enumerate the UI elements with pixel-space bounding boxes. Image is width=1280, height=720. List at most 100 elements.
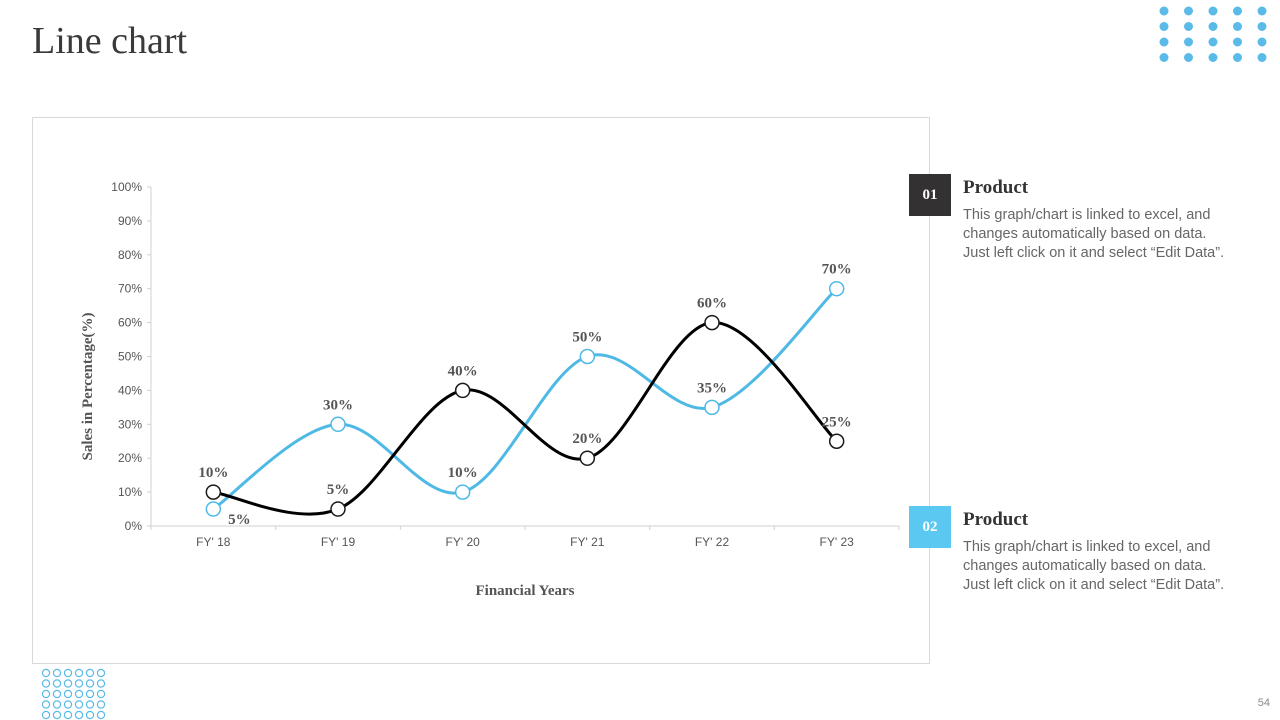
data-point-series-1[interactable] — [454, 382, 471, 399]
data-point-series-1[interactable] — [205, 484, 222, 500]
data-point-series-2[interactable] — [704, 399, 720, 416]
decorative-dot — [1159, 6, 1169, 16]
page-number: 54 — [1257, 697, 1270, 709]
decorative-ring — [74, 700, 84, 709]
x-tick-label: FY' 23 — [820, 535, 855, 549]
decorative-ring — [63, 689, 73, 699]
decorative-dot — [1208, 53, 1218, 62]
decorative-ring — [52, 700, 62, 709]
decorative-ring — [96, 689, 106, 699]
decorative-dot — [1208, 37, 1218, 47]
decorative-ring — [52, 689, 62, 699]
data-point-series-2[interactable] — [828, 280, 845, 297]
data-label-series-2: 30% — [323, 397, 353, 413]
y-tick-label: 50% — [118, 350, 142, 364]
decorative-dot — [1159, 53, 1169, 62]
data-label-series-2: 50% — [572, 330, 602, 346]
y-tick-label: 10% — [118, 485, 142, 499]
decorative-dot — [1184, 37, 1193, 47]
decorative-ring — [52, 679, 62, 688]
decorative-dot — [1233, 37, 1242, 47]
decorative-dot — [1208, 22, 1218, 31]
data-point-series-1[interactable] — [330, 501, 346, 517]
y-tick-label: 0% — [125, 519, 143, 533]
chart-frame[interactable]: 0% 10% 20% 30% 40% 50% 60% 70% 80% 90% 100% FY' 18 F… — [32, 117, 930, 664]
x-axis-title: Financial Years — [475, 583, 574, 599]
legend-description-line: Just left click on it and select “Edit D… — [963, 245, 1225, 261]
decorative-dot — [1257, 6, 1267, 16]
decorative-dot — [1233, 22, 1242, 31]
data-label-series-2: 10% — [448, 465, 478, 481]
data-label-series-1: 5% — [327, 482, 350, 498]
legend-badge-01: 01 — [909, 174, 951, 216]
data-point-series-2[interactable] — [454, 484, 471, 500]
y-tick-label: 30% — [118, 417, 142, 431]
decorative-ring — [63, 700, 73, 709]
decorative-ring — [63, 710, 73, 720]
legend-title: Product — [963, 509, 1029, 530]
decorative-ring — [85, 689, 95, 699]
y-tick-label: 70% — [118, 282, 142, 296]
decorative-dot — [1233, 6, 1242, 16]
data-point-series-2[interactable] — [205, 501, 222, 517]
data-point-series-2[interactable] — [330, 416, 346, 433]
legend-description: This graph/chart is linked to excel, and… — [963, 538, 1273, 595]
decorative-ring — [41, 679, 51, 688]
decorative-dot — [1208, 6, 1218, 16]
decorative-ring — [96, 710, 106, 720]
decorative-dot — [1184, 22, 1193, 31]
legend-item-product-1: 01 Product This graph/chart is linked to… — [909, 174, 1269, 274]
page-title: Line chart — [32, 20, 188, 62]
data-label-series-2: 5% — [228, 512, 251, 528]
data-label-series-2: 35% — [697, 380, 727, 396]
decorative-ring — [74, 710, 84, 720]
decorative-ring — [85, 679, 95, 688]
decorative-ring — [41, 710, 51, 720]
decorative-ring — [85, 668, 95, 678]
decorative-ring — [74, 679, 84, 688]
data-label-series-1: 40% — [448, 363, 478, 379]
decorative-dot — [1159, 22, 1169, 31]
decorative-ring — [41, 689, 51, 699]
decorative-dot — [1184, 6, 1193, 16]
data-label-series-1: 10% — [198, 465, 228, 481]
series-line-2 — [211, 287, 839, 511]
decorative-ring — [85, 700, 95, 709]
legend-badge-02: 02 — [909, 506, 951, 548]
data-point-series-2[interactable] — [579, 348, 596, 365]
y-tick-label: 60% — [118, 316, 142, 330]
data-label-series-2: 70% — [822, 262, 852, 278]
decorative-dot — [1184, 53, 1193, 62]
y-tick-label: 40% — [118, 383, 142, 397]
legend-description-line: This graph/chart is linked to excel, and — [963, 539, 1211, 555]
decorative-ring — [52, 668, 62, 678]
legend-description-line: Just left click on it and select “Edit D… — [963, 577, 1225, 593]
data-point-series-1[interactable] — [828, 433, 845, 449]
x-tick-label: FY' 22 — [695, 535, 730, 549]
decorative-ring — [41, 700, 51, 709]
x-tick-label: FY' 20 — [446, 535, 481, 549]
data-label-series-1: 20% — [572, 431, 602, 447]
decorative-dot — [1257, 53, 1267, 62]
decorative-ring — [96, 679, 106, 688]
data-label-series-1: 25% — [822, 414, 852, 430]
x-tick-label: FY' 18 — [196, 535, 231, 549]
data-point-series-1[interactable] — [579, 450, 596, 466]
decorative-ring — [52, 710, 62, 720]
legend-description: This graph/chart is linked to excel, and… — [963, 206, 1273, 263]
series-line-1 — [211, 321, 839, 516]
line-chart: 0% 10% 20% 30% 40% 50% 60% 70% 80% 90% 100% FY' 18 F… — [80, 180, 900, 599]
data-point-series-1[interactable] — [704, 314, 720, 331]
y-axis-title: Sales in Percentage(%) — [80, 312, 96, 460]
decorative-dot — [1233, 53, 1242, 62]
decorative-dot — [1159, 37, 1169, 47]
y-tick-label: 80% — [118, 248, 142, 262]
y-tick-label: 100% — [111, 180, 142, 194]
legend-description-line: This graph/chart is linked to excel, and — [963, 207, 1211, 223]
decorative-ring — [74, 668, 84, 678]
decorative-ring — [63, 668, 73, 678]
legend-description-line: changes automatically based on data. — [963, 558, 1207, 574]
decorative-ring-grid — [41, 668, 106, 720]
decorative-dot — [1257, 22, 1267, 31]
decorative-dot — [1257, 37, 1267, 47]
